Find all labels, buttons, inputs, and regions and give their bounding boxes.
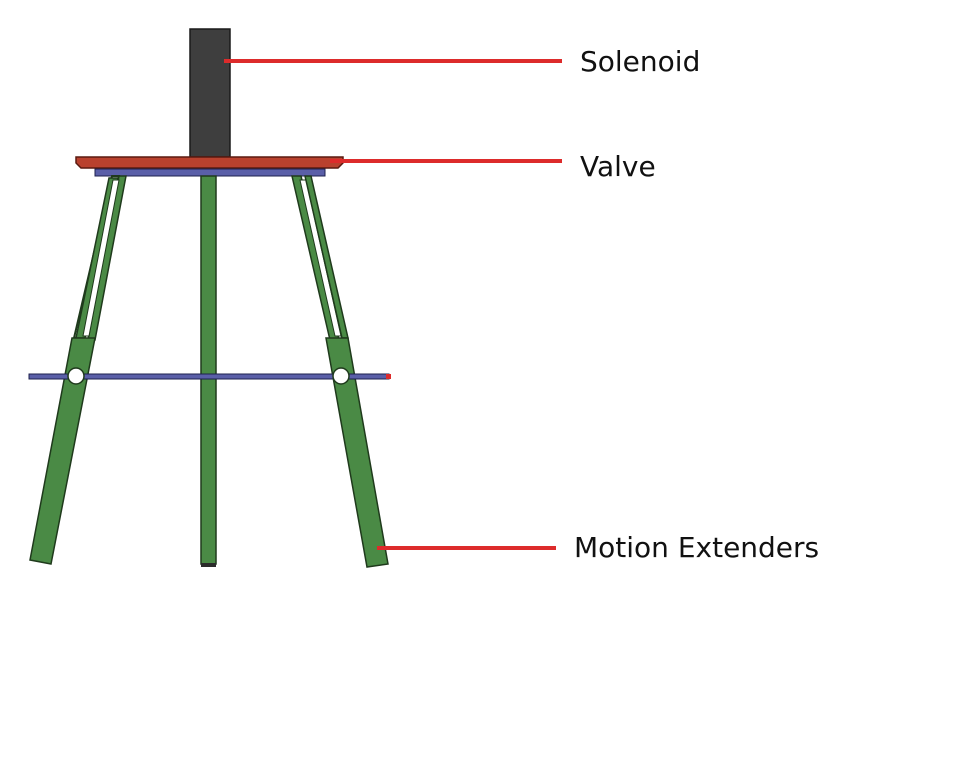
valve-plate [75, 156, 344, 169]
right-leg-lower [325, 337, 389, 568]
solenoid-label: Solenoid [580, 45, 701, 78]
center-leg-foot [201, 563, 216, 567]
left-leg-lower [29, 337, 96, 565]
valve-base-plate [94, 168, 326, 177]
left-leg-slot-window [82, 179, 120, 337]
solenoid-block [189, 28, 231, 158]
motion-extenders-label: Motion Extenders [574, 531, 820, 564]
cross-rod-tip [386, 374, 391, 379]
right-pivot-joint [332, 367, 350, 385]
valve-label: Valve [580, 150, 656, 183]
left-pivot-joint [67, 367, 85, 385]
center-leg [200, 175, 217, 565]
right-leg-slot-window [299, 179, 342, 337]
